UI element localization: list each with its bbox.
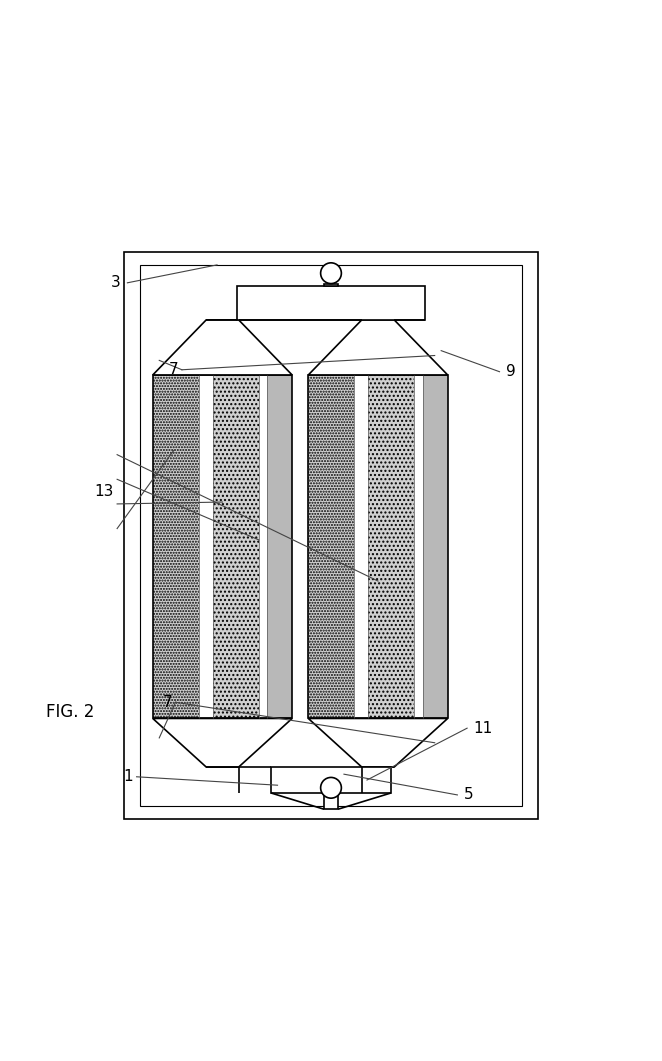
Bar bbox=[267, 375, 292, 718]
Bar bbox=[308, 375, 354, 718]
Bar bbox=[368, 375, 414, 718]
Text: 13: 13 bbox=[95, 484, 114, 499]
Text: 3: 3 bbox=[111, 276, 120, 291]
Bar bbox=[140, 265, 522, 806]
Bar bbox=[308, 375, 448, 718]
Circle shape bbox=[320, 778, 342, 798]
Bar bbox=[237, 286, 425, 319]
Bar bbox=[153, 375, 292, 718]
Bar bbox=[199, 375, 213, 718]
Bar bbox=[124, 251, 538, 819]
Bar bbox=[324, 283, 338, 286]
Text: FIG. 2: FIG. 2 bbox=[46, 703, 94, 721]
Bar bbox=[271, 767, 391, 793]
Polygon shape bbox=[308, 319, 448, 375]
Bar bbox=[308, 375, 448, 718]
Bar bbox=[354, 375, 368, 718]
Bar bbox=[259, 375, 267, 718]
Text: 5: 5 bbox=[464, 787, 473, 802]
Bar bbox=[213, 375, 259, 718]
Bar bbox=[153, 375, 292, 718]
Bar bbox=[324, 793, 338, 810]
Text: 7: 7 bbox=[169, 362, 179, 378]
Text: 11: 11 bbox=[473, 720, 493, 735]
Text: 1: 1 bbox=[124, 769, 133, 784]
Bar bbox=[414, 375, 422, 718]
Polygon shape bbox=[308, 718, 448, 767]
Text: 9: 9 bbox=[506, 364, 516, 379]
Polygon shape bbox=[153, 718, 292, 767]
Bar bbox=[422, 375, 448, 718]
Bar bbox=[153, 375, 199, 718]
Text: 7: 7 bbox=[163, 695, 172, 710]
Polygon shape bbox=[153, 319, 292, 375]
Circle shape bbox=[320, 263, 342, 283]
